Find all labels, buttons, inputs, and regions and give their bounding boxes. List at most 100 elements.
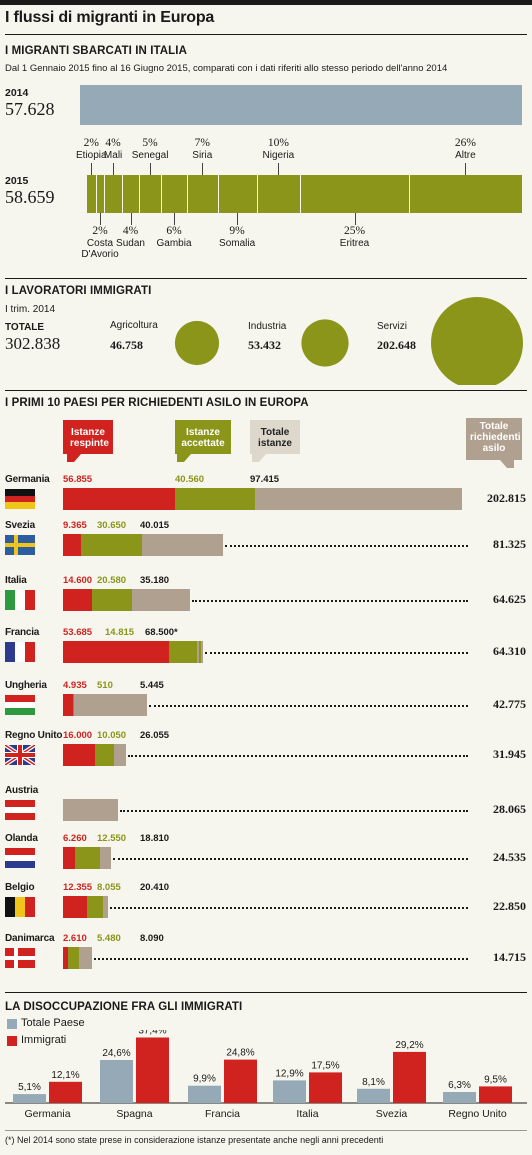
top-label-tick bbox=[202, 163, 204, 175]
bar-immigrati bbox=[479, 1086, 512, 1103]
bottom-label-name: Somalia bbox=[219, 237, 256, 249]
totale-istanze-value: 20.410 bbox=[140, 882, 170, 893]
top-label-pct: 4% bbox=[105, 137, 121, 149]
totale-richiedenti-value: 81.325 bbox=[493, 537, 526, 551]
disoccupazione-title: LA DISOCCUPAZIONE FRA GLI IMMIGRATI bbox=[5, 1001, 243, 1013]
flag-it bbox=[5, 590, 35, 610]
bar-accettate bbox=[75, 847, 100, 869]
year-2015-label: 2015 bbox=[5, 175, 29, 187]
bottom-label-name: Eritrea bbox=[339, 237, 370, 249]
respinte-value: 56.855 bbox=[63, 474, 93, 485]
bar-respinte bbox=[63, 847, 76, 869]
disocc-value-label: 37,4% bbox=[138, 1030, 166, 1037]
sector-bubble bbox=[431, 297, 523, 385]
flag-at bbox=[5, 800, 35, 820]
accettate-value: 10.050 bbox=[97, 730, 127, 741]
bar-richiedenti-rest bbox=[132, 589, 191, 611]
page-title: I flussi di migranti in Europa bbox=[5, 9, 215, 26]
bar-2015-divider bbox=[104, 175, 106, 213]
asilo-title: I PRIMI 10 PAESI PER RICHIEDENTI ASILO I… bbox=[5, 397, 309, 409]
bar-richiedenti-rest bbox=[103, 896, 108, 918]
bar-2015-divider bbox=[121, 175, 123, 213]
totale-richiedenti-value: 24.535 bbox=[493, 850, 526, 864]
top-label-tick bbox=[150, 163, 152, 175]
bar-2015-divider bbox=[161, 175, 162, 213]
flag-de bbox=[5, 489, 35, 509]
top-label: 7% Siria bbox=[192, 137, 213, 161]
flag-hu bbox=[5, 695, 35, 715]
top-label-pct: 7% bbox=[194, 137, 210, 149]
bar-respinte bbox=[63, 589, 92, 611]
flag-uk bbox=[3, 743, 37, 767]
disocc-value-label: 9,5% bbox=[484, 1074, 507, 1085]
top-label-pct: 26% bbox=[454, 137, 476, 149]
rule-disoccupazione bbox=[5, 992, 527, 993]
respinte-value: 9.365 bbox=[63, 520, 87, 531]
country-name: Regno Unito bbox=[5, 730, 63, 741]
legend-immigrati-label: Immigrati bbox=[21, 1034, 67, 1046]
disocc-value-label: 12,9% bbox=[275, 1068, 303, 1079]
top-label: 4% Mali bbox=[104, 137, 122, 161]
country-name: Olanda bbox=[5, 833, 38, 844]
row-dots bbox=[93, 958, 468, 960]
bar-richiedenti-rest bbox=[63, 799, 119, 821]
disocc-category-label: Spagna bbox=[116, 1108, 152, 1120]
value-2015: 58.659 bbox=[5, 187, 55, 207]
sbarchi-subtitle: Dal 1 Gennaio 2015 fino al 16 Giugno 201… bbox=[5, 63, 448, 74]
bar-2015-divider bbox=[300, 175, 302, 213]
disocc-value-label: 6,3% bbox=[448, 1080, 471, 1091]
accettate-value: 30.650 bbox=[97, 520, 127, 531]
bottom-label-tick bbox=[237, 213, 239, 225]
country-name: Belgio bbox=[5, 882, 35, 893]
bar-accettate bbox=[87, 896, 104, 918]
bottom-label-pct: 25% bbox=[343, 225, 366, 237]
industria-value: 53.432 bbox=[248, 338, 281, 352]
bar-totale-paese bbox=[273, 1080, 306, 1103]
bar-2015 bbox=[87, 175, 522, 213]
disocc-category-label: Regno Unito bbox=[448, 1108, 507, 1120]
top-label-tick bbox=[278, 163, 280, 175]
country-name: Danimarca bbox=[5, 933, 55, 944]
top-label-tick bbox=[113, 163, 115, 175]
row-dots bbox=[192, 600, 468, 602]
sector-bubble bbox=[301, 319, 349, 367]
legend-totale-istanze: Totale istanze bbox=[250, 420, 300, 454]
bottom-label-tick bbox=[354, 213, 356, 225]
top-label: 5% Senegal bbox=[131, 137, 169, 161]
bar-richiedenti-rest bbox=[78, 947, 92, 969]
totale-richiedenti-value: 28.065 bbox=[493, 802, 526, 816]
respinte-value: 12.355 bbox=[63, 882, 93, 893]
accettate-value: 12.550 bbox=[97, 833, 127, 844]
bar-2015-divider bbox=[217, 175, 219, 213]
value-2014: 57.628 bbox=[5, 99, 55, 119]
bar-2015-divider bbox=[408, 175, 410, 213]
country-name: Germania bbox=[5, 474, 50, 485]
disoccupazione-chart: 5,1% 12,1% Germania 24,6% 37,4% Spagna 9,9% 24,… bbox=[5, 1030, 527, 1120]
totale-istanze-value: 5.445 bbox=[140, 680, 164, 691]
bottom-label-tick bbox=[100, 213, 101, 225]
bottom-label-tick bbox=[174, 213, 175, 225]
bar-totale-paese bbox=[443, 1092, 476, 1103]
bar-richiedenti-rest bbox=[100, 847, 112, 869]
bar-accettate bbox=[174, 488, 255, 510]
totale-istanze-value: 18.810 bbox=[140, 833, 170, 844]
bar-accettate bbox=[68, 947, 79, 969]
bar-totale-istanze bbox=[196, 641, 203, 663]
top-label-name: Senegal bbox=[131, 149, 169, 161]
flag-be bbox=[5, 897, 35, 917]
legend-totale-richiedenti: Totale richiedenti asilo bbox=[466, 418, 522, 460]
top-label-name: Siria bbox=[192, 149, 213, 161]
agricoltura-value: 46.758 bbox=[110, 338, 143, 352]
bottom-label-pct: 2% bbox=[92, 225, 108, 237]
bottom-label-tick bbox=[130, 213, 132, 225]
country-name: Svezia bbox=[5, 520, 35, 531]
totale-value: 302.838 bbox=[5, 334, 61, 353]
bar-totale-paese bbox=[100, 1060, 133, 1103]
respinte-value: 2.610 bbox=[63, 933, 87, 944]
totale-istanze-value: 35.180 bbox=[140, 575, 170, 586]
respinte-value: 6.260 bbox=[63, 833, 87, 844]
legend-accettate: Istanze accettate bbox=[175, 420, 231, 454]
disocc-value-label: 24,8% bbox=[226, 1048, 254, 1059]
bar-respinte bbox=[63, 694, 73, 716]
bottom-label-name: Costa bbox=[86, 237, 114, 249]
